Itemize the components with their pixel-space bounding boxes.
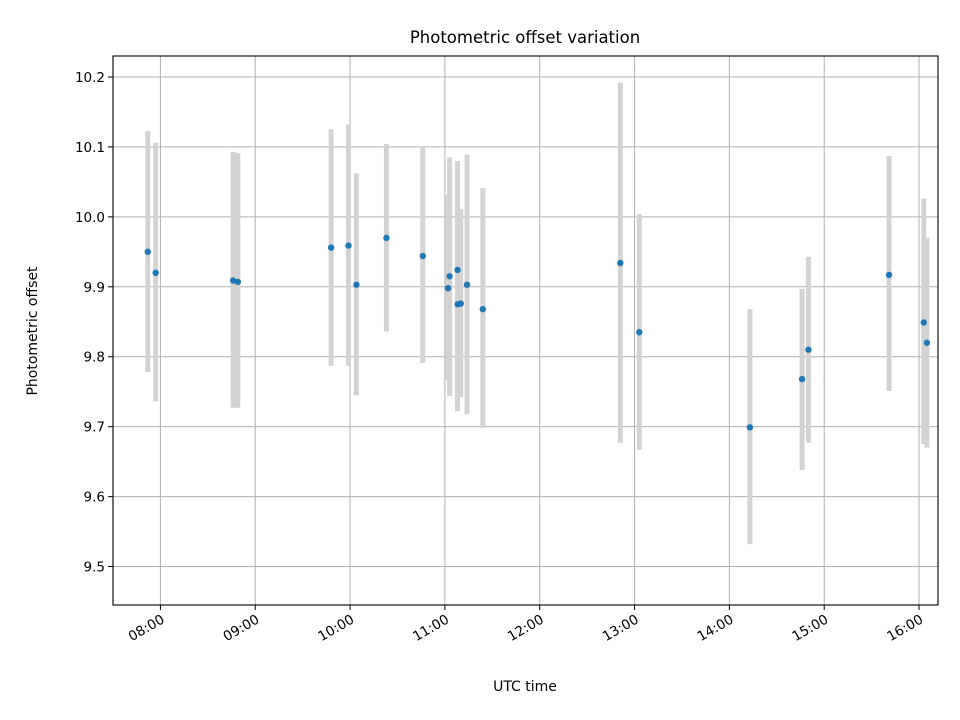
data-point bbox=[479, 305, 487, 313]
data-point bbox=[885, 271, 893, 279]
y-axis-ticks: 9.5 9.6 9.7 9.8 9.9 10.0 10.1 10.2 bbox=[75, 70, 113, 576]
data-point bbox=[345, 242, 352, 249]
data-point bbox=[234, 278, 242, 286]
x-axis-title: UTC time bbox=[493, 679, 557, 695]
data-point bbox=[457, 300, 464, 307]
plot-frame bbox=[112, 55, 939, 606]
data-point bbox=[463, 281, 471, 288]
y-axis-title: Photometric offset bbox=[25, 266, 41, 396]
y-tick-label: 10.2 bbox=[75, 70, 105, 86]
data-point bbox=[327, 244, 335, 251]
data-point bbox=[746, 424, 754, 431]
data-point bbox=[353, 281, 360, 288]
y-tick-label: 10.1 bbox=[75, 140, 105, 156]
data-point bbox=[798, 375, 806, 383]
data-point bbox=[805, 346, 812, 353]
y-tick-label: 10.0 bbox=[75, 210, 105, 226]
y-tick-label: 9.8 bbox=[84, 350, 105, 366]
data-point bbox=[152, 269, 159, 277]
data-point bbox=[446, 273, 453, 280]
data-point bbox=[617, 259, 624, 267]
data-point bbox=[419, 252, 426, 260]
data-point bbox=[444, 284, 452, 292]
data-point bbox=[383, 234, 390, 242]
data-points bbox=[144, 234, 931, 431]
y-tick-label: 9.5 bbox=[84, 560, 105, 576]
data-point bbox=[920, 319, 927, 326]
data-point bbox=[923, 339, 931, 346]
y-tick-label: 9.9 bbox=[84, 280, 105, 296]
y-tick-label: 9.6 bbox=[84, 490, 105, 506]
data-point bbox=[636, 329, 643, 336]
data-point bbox=[144, 248, 151, 256]
chart-title: Photometric offset variation bbox=[410, 28, 640, 47]
y-tick-label: 9.7 bbox=[84, 420, 105, 436]
data-point bbox=[454, 266, 461, 274]
